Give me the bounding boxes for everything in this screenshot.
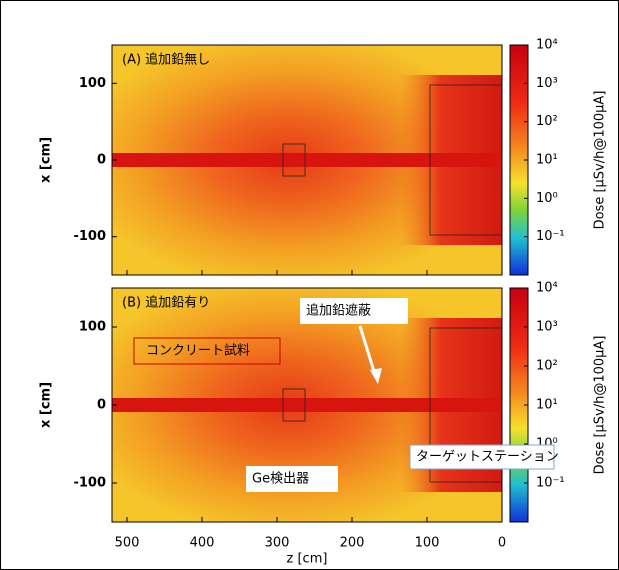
x-tick-label: 300 bbox=[265, 536, 290, 551]
annotation: ターゲットステーション bbox=[416, 450, 559, 465]
x-tick-label: 0 bbox=[498, 536, 506, 551]
colorbar-tick-label: 10³ bbox=[536, 76, 558, 91]
y-axis-label: x [cm] bbox=[39, 382, 54, 428]
annotation: Ge検出器 bbox=[252, 472, 309, 487]
annotation: 追加鉛遮蔽 bbox=[306, 303, 371, 319]
colorbar-label: Dose [μSv/h@100μA] bbox=[593, 336, 608, 475]
colorbar-tick-label: 10³ bbox=[536, 320, 558, 335]
y-tick-label: 100 bbox=[79, 76, 106, 91]
annotation-box bbox=[246, 466, 338, 492]
panel-label: (B) 追加鉛有り bbox=[122, 295, 210, 311]
x-tick-label: 500 bbox=[115, 536, 140, 551]
colorbar-tick-label: 10⁰ bbox=[536, 191, 558, 206]
y-tick-label: -100 bbox=[73, 476, 106, 491]
annotation-box bbox=[133, 337, 281, 365]
colorbar-tick-label: 10⁻¹ bbox=[536, 476, 565, 491]
annotation: コンクリート試料 bbox=[146, 343, 250, 359]
sample-outline bbox=[282, 143, 306, 177]
y-tick-label: -100 bbox=[73, 229, 106, 244]
arrowhead bbox=[370, 368, 382, 384]
colorbar-label: Dose [μSv/h@100μA] bbox=[593, 91, 608, 230]
annotation-box bbox=[300, 298, 408, 324]
panels: (A) 追加鉛無し -100 0 100 x [cm] 10⁴ 10³ 10² 10¹ 10⁰ 10… bbox=[39, 38, 608, 567]
colorbar-tick-label: 10¹ bbox=[536, 153, 558, 168]
beam bbox=[112, 153, 502, 167]
x-tick-label: 400 bbox=[190, 536, 215, 551]
arrow bbox=[358, 325, 378, 379]
colorbar-tick-label: 10⁴ bbox=[536, 38, 558, 53]
y-axis-label: x [cm] bbox=[39, 137, 54, 183]
annotation-box bbox=[409, 444, 555, 470]
colorbar-tick-label: 10⁴ bbox=[536, 281, 558, 296]
panel-label: (A) 追加鉛無し bbox=[122, 52, 210, 68]
colorbar-tick-label: 10² bbox=[536, 114, 558, 129]
colorbar-tick-label: 10¹ bbox=[536, 398, 558, 413]
beam bbox=[112, 398, 502, 412]
y-tick-label: 0 bbox=[97, 398, 106, 413]
colorbar-tick-label: 10⁻¹ bbox=[536, 229, 565, 244]
x-tick-label: 200 bbox=[340, 536, 365, 551]
x-tick-label: 100 bbox=[415, 536, 440, 551]
y-tick-label: 0 bbox=[97, 153, 106, 168]
sample-outline bbox=[282, 388, 306, 422]
x-axis-label: z [cm] bbox=[287, 552, 328, 567]
y-tick-label: 100 bbox=[79, 320, 106, 335]
colorbar-tick-label: 10² bbox=[536, 359, 558, 374]
